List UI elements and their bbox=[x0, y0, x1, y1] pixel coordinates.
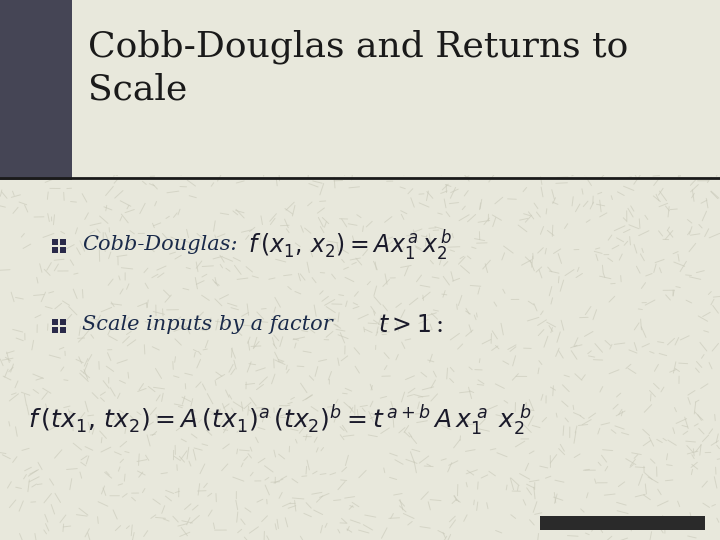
Bar bbox=[60, 239, 66, 245]
Bar bbox=[0, 0, 720, 175]
Bar bbox=[60, 247, 66, 253]
Bar bbox=[52, 327, 58, 333]
Text: Cobb-Douglas and Returns to
Scale: Cobb-Douglas and Returns to Scale bbox=[88, 30, 629, 106]
Text: $t > 1\,$:: $t > 1\,$: bbox=[378, 314, 443, 336]
Bar bbox=[60, 327, 66, 333]
Text: Cobb-Douglas:: Cobb-Douglas: bbox=[82, 235, 238, 254]
Bar bbox=[540, 516, 705, 530]
Bar bbox=[52, 319, 58, 325]
Text: Scale inputs by a factor: Scale inputs by a factor bbox=[82, 315, 333, 334]
Bar bbox=[52, 239, 58, 245]
Bar bbox=[52, 247, 58, 253]
Text: $f\,(tx_1,\,tx_2) = A\,(tx_1)^{a}\,(tx_2)^{b} = t^{\,a+b}\,A\,x_1^{\;a}\;\,x_2^{: $f\,(tx_1,\,tx_2) = A\,(tx_1)^{a}\,(tx_2… bbox=[28, 402, 532, 438]
Text: $f\,(x_1,\,x_2) = A x_1^{\,a}\, x_2^{\,b}$: $f\,(x_1,\,x_2) = A x_1^{\,a}\, x_2^{\,b… bbox=[248, 227, 452, 263]
Bar bbox=[0, 0, 72, 180]
Bar bbox=[60, 319, 66, 325]
